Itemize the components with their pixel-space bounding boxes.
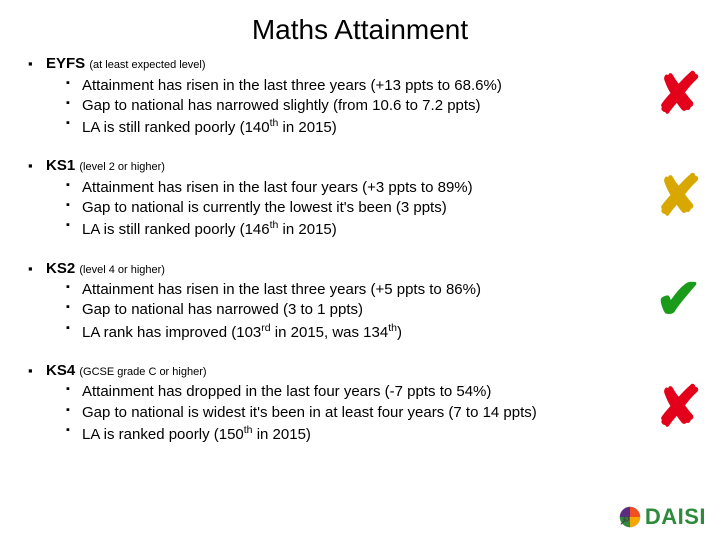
check-icon: ✔ [655, 271, 702, 327]
square-bullet-icon: ▪ [28, 363, 33, 378]
cross-icon: ✘ [655, 168, 702, 224]
daisi-logo: DAISI [619, 504, 706, 530]
bullet-list: Attainment has risen in the last three y… [46, 278, 610, 343]
bullet-list: Attainment has risen in the last four ye… [46, 176, 610, 241]
cross-icon: ✘ [655, 66, 702, 122]
section-heading: KS4 (GCSE grade C or higher) [46, 361, 610, 381]
section-heading: KS2 (level 4 or higher) [46, 259, 610, 279]
logo-mark-icon [619, 506, 641, 528]
list-item: Attainment has risen in the last four ye… [66, 178, 610, 198]
section-heading: EYFS (at least expected level) [46, 54, 610, 74]
list-item: LA is still ranked poorly (140th in 2015… [66, 116, 610, 138]
list-item: Gap to national is widest it's been in a… [66, 403, 610, 423]
list-item: Attainment has dropped in the last four … [66, 382, 610, 402]
content-area: ▪EYFS (at least expected level)Attainmen… [0, 54, 720, 445]
list-item: Gap to national is currently the lowest … [66, 198, 610, 218]
list-item: Attainment has risen in the last three y… [66, 280, 610, 300]
list-item: Gap to national has narrowed slightly (f… [66, 96, 610, 116]
square-bullet-icon: ▪ [28, 158, 33, 173]
square-bullet-icon: ▪ [28, 261, 33, 276]
square-bullet-icon: ▪ [28, 56, 33, 71]
list-item: LA rank has improved (103rd in 2015, was… [66, 321, 610, 343]
list-item: Gap to national has narrowed (3 to 1 ppt… [66, 300, 610, 320]
list-item: LA is ranked poorly (150th in 2015) [66, 423, 610, 445]
bullet-list: Attainment has dropped in the last four … [46, 380, 610, 445]
section: ▪ KS2 (level 4 or higher)Attainment has r… [28, 259, 610, 343]
section: ▪ KS1 (level 2 or higher)Attainment has r… [28, 156, 610, 240]
list-item: LA is still ranked poorly (146th in 2015… [66, 218, 610, 240]
section: ▪ EYFS (at least expected level)Attainmen… [28, 54, 610, 138]
section-heading: KS1 (level 2 or higher) [46, 156, 610, 176]
cross-icon: ✘ [655, 379, 702, 435]
list-item: Attainment has risen in the last three y… [66, 76, 610, 96]
bullet-list: Attainment has risen in the last three y… [46, 74, 610, 139]
section: ▪ KS4 (GCSE grade C or higher)Attainment … [28, 361, 610, 445]
page-title: Maths Attainment [0, 0, 720, 54]
logo-text: DAISI [645, 504, 706, 530]
